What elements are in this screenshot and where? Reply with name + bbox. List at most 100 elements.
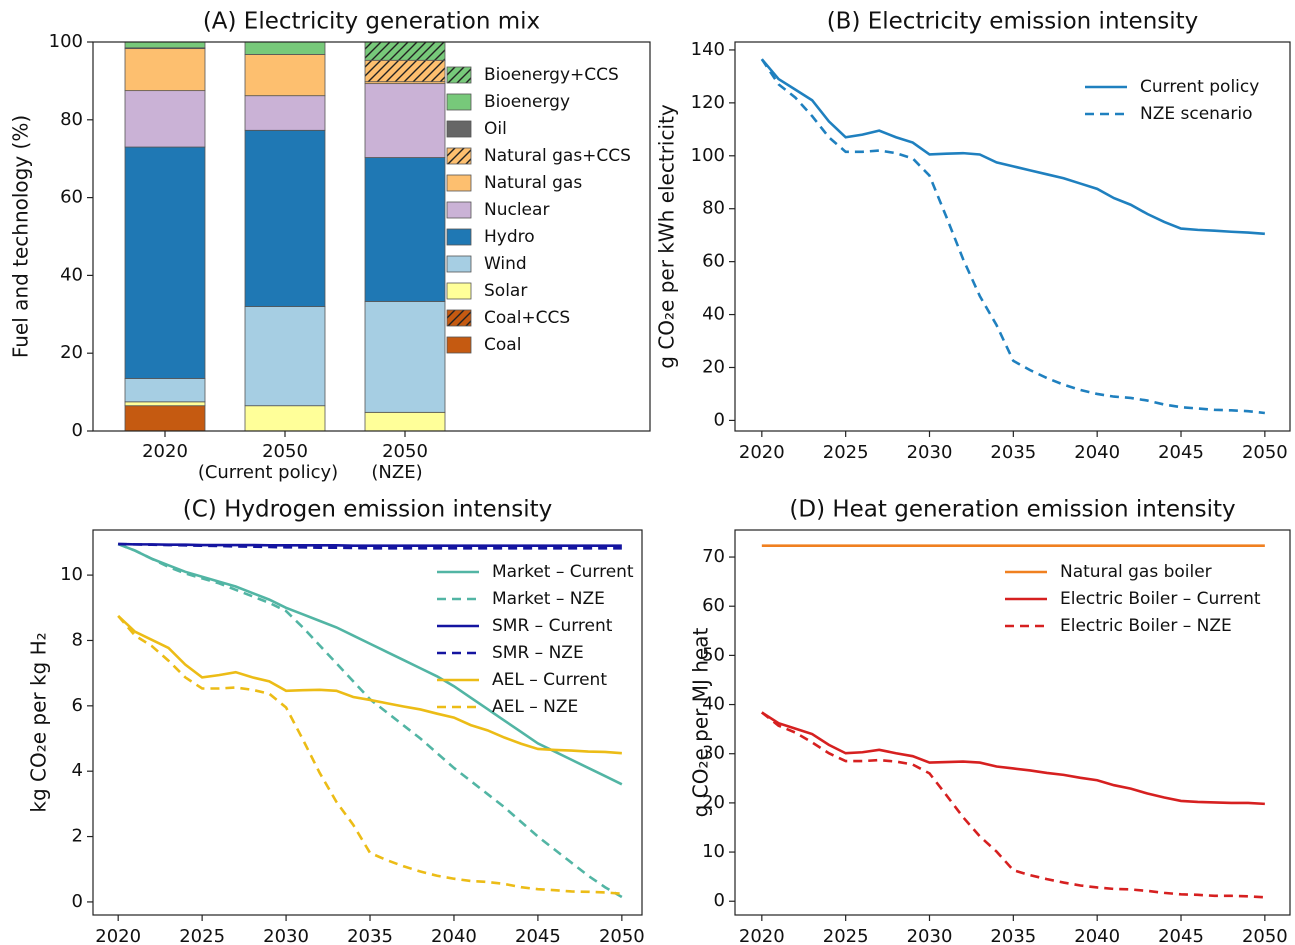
series-line (760, 58, 1265, 236)
bar-segment (124, 405, 206, 432)
series-line (117, 542, 623, 786)
y-tick-label: 60 (702, 595, 725, 616)
legend-label: Wind (484, 254, 527, 274)
x-tick-label: 2030 (907, 442, 953, 463)
bar-segment (364, 301, 446, 413)
bar-segment (124, 41, 206, 49)
x-tick-note: (NZE) (371, 462, 422, 483)
bar-segment (124, 90, 206, 148)
plot-frame (92, 529, 643, 916)
bar-segment (364, 411, 446, 432)
series-line (118, 542, 622, 550)
y-tick-label: 6 (72, 695, 83, 716)
plot-frame (734, 529, 1291, 916)
y-tick-label: 30 (702, 743, 725, 764)
legend-label: AEL – Current (492, 670, 607, 690)
legend-label: SMR – Current (492, 616, 613, 636)
legend-label: Oil (484, 119, 507, 139)
x-tick-label: 2030 (263, 926, 309, 945)
bar-segment (124, 378, 206, 403)
x-tick-label: 2025 (823, 442, 869, 463)
x-tick-label: 2020 (142, 441, 188, 462)
legend-swatch (446, 255, 472, 273)
legend-label: Hydro (484, 227, 535, 247)
bar-segment (124, 146, 206, 379)
legend-swatch (446, 174, 472, 192)
legend-swatch (446, 201, 472, 219)
y-tick-label: 4 (72, 760, 83, 781)
x-tick-label: 2025 (179, 926, 225, 945)
y-tick-label: 100 (691, 145, 725, 166)
legend-swatch (446, 336, 472, 354)
x-tick-label: 2040 (431, 926, 477, 945)
legend-swatch (446, 93, 472, 111)
chart-title: (C) Hydrogen emission intensity (183, 497, 552, 523)
y-tick-label: 0 (72, 420, 83, 441)
x-tick-label: 2020 (95, 926, 141, 945)
y-tick-label: 80 (60, 109, 83, 130)
legend-label: AEL – NZE (492, 697, 578, 717)
x-tick-label: 2050 (1242, 442, 1288, 463)
legend-label: Electric Boiler – Current (1060, 589, 1261, 609)
bar-segment (364, 59, 446, 83)
legend-label: Solar (484, 281, 527, 301)
bar-segment (244, 54, 326, 97)
x-tick-note: (Current policy) (198, 462, 338, 483)
y-tick-label: 20 (702, 356, 725, 377)
legend-label: Coal (484, 335, 521, 355)
series-line (117, 615, 622, 896)
legend-label: Natural gas (484, 173, 582, 193)
bar-segment (244, 405, 326, 432)
legend-label: Natural gas boiler (1060, 562, 1212, 582)
x-tick-label: 2035 (990, 442, 1036, 463)
x-tick-label: 2020 (739, 442, 785, 463)
x-tick-label: 2020 (739, 926, 785, 945)
bar-segment (124, 48, 206, 92)
y-tick-label: 20 (702, 792, 725, 813)
bar-segment (124, 401, 206, 407)
legend-label: Nuclear (484, 200, 549, 220)
bar-segment (244, 95, 326, 131)
y-tick-label: 20 (60, 342, 83, 363)
legend-swatch (446, 228, 472, 246)
plot-frame (92, 41, 651, 432)
bar-segment (364, 83, 446, 158)
y-tick-label: 70 (702, 546, 725, 567)
y-tick-label: 2 (72, 826, 83, 847)
y-tick-label: 0 (714, 409, 725, 430)
x-tick-label: 2050 (1242, 926, 1288, 945)
y-tick-label: 50 (702, 644, 725, 665)
series-line (760, 58, 1265, 415)
x-tick-label: 2030 (907, 926, 953, 945)
y-tick-label: 80 (702, 198, 725, 219)
y-axis-label: g CO₂e per MJ heat (689, 628, 713, 818)
x-tick-label: 2050 (599, 926, 645, 945)
legend-swatch (446, 66, 472, 84)
legend-swatch (446, 282, 472, 300)
x-tick-label: 2035 (347, 926, 393, 945)
y-tick-label: 120 (691, 92, 725, 113)
plot-frame (734, 41, 1291, 432)
y-tick-label: 60 (702, 251, 725, 272)
y-tick-label: 60 (60, 187, 83, 208)
x-tick-label: 2050 (262, 441, 308, 462)
y-tick-label: 0 (714, 890, 725, 911)
y-axis-label: kg CO₂e per kg H₂ (27, 632, 51, 812)
bar-segment (364, 157, 446, 302)
legend-label: Electric Boiler – NZE (1060, 616, 1232, 636)
legend-label: Bioenergy (484, 92, 570, 112)
y-axis-label: g CO₂e per kWh electricity (655, 104, 679, 369)
legend-label: Current policy (1140, 77, 1259, 97)
x-tick-label: 2035 (990, 926, 1036, 945)
series-line (117, 615, 622, 755)
bar-segment (364, 41, 446, 61)
chart-title: (D) Heat generation emission intensity (789, 497, 1235, 523)
series-line (761, 711, 1265, 806)
chart-title: (B) Electricity emission intensity (827, 9, 1199, 35)
chart-title: (A) Electricity generation mix (203, 9, 540, 35)
x-tick-label: 2045 (515, 926, 561, 945)
y-tick-label: 140 (691, 39, 725, 60)
y-tick-label: 100 (49, 31, 83, 52)
